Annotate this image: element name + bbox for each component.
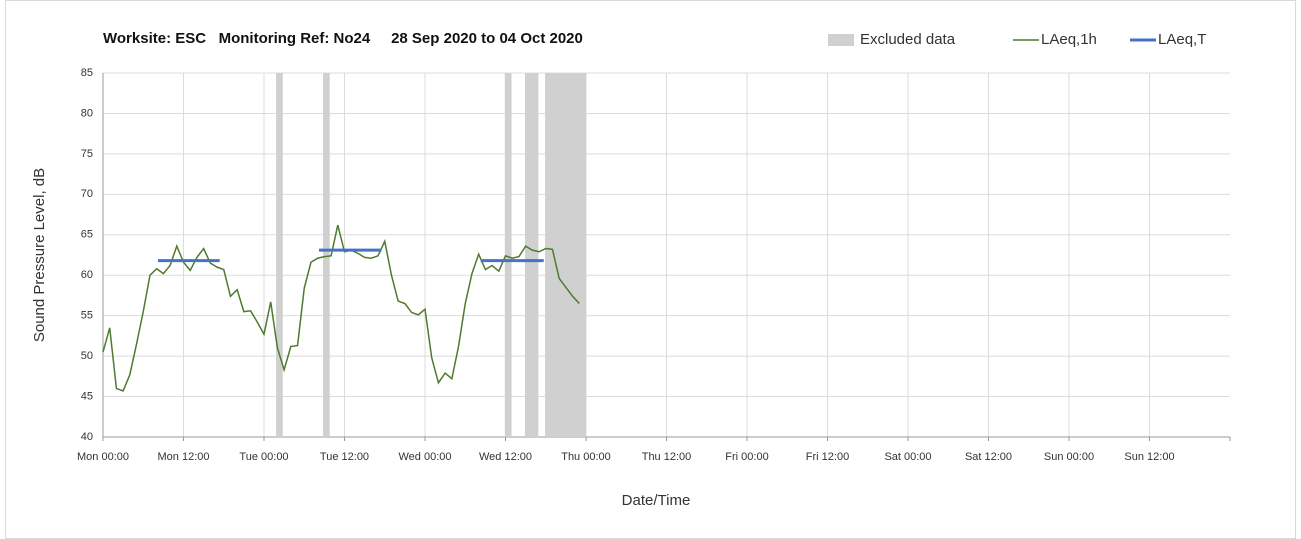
x-tick-label: Thu 12:00 xyxy=(642,451,692,463)
x-tick-label: Wed 00:00 xyxy=(398,451,451,463)
y-tick-label: 50 xyxy=(81,350,93,362)
x-tick-label: Fri 00:00 xyxy=(725,451,768,463)
x-tick-label: Fri 12:00 xyxy=(806,451,849,463)
x-tick-label: Mon 00:00 xyxy=(77,451,129,463)
x-tick-label: Wed 12:00 xyxy=(479,451,532,463)
y-tick-label: 40 xyxy=(81,431,93,443)
x-tick-label: Mon 12:00 xyxy=(158,451,210,463)
chart-title: Worksite: ESC Monitoring Ref: No24 28 Se… xyxy=(103,30,583,47)
y-tick-label: 55 xyxy=(81,310,93,322)
x-tick-label: Sun 12:00 xyxy=(1124,451,1174,463)
legend-label: Excluded data xyxy=(860,31,956,48)
excluded-band xyxy=(323,73,330,437)
y-tick-label: 60 xyxy=(81,269,93,281)
excluded-band xyxy=(276,73,283,437)
y-tick-label: 70 xyxy=(81,188,93,200)
excluded-band xyxy=(524,73,539,437)
y-tick-label: 75 xyxy=(81,148,93,160)
y-axis-title: Sound Pressure Level, dB xyxy=(31,168,48,342)
y-tick-label: 80 xyxy=(81,107,93,119)
y-tick-label: 85 xyxy=(81,67,93,79)
x-tick-label: Thu 00:00 xyxy=(561,451,611,463)
x-tick-label: Sat 00:00 xyxy=(884,451,931,463)
legend-label: LAeq,T xyxy=(1158,31,1206,48)
x-tick-label: Tue 12:00 xyxy=(320,451,369,463)
y-tick-label: 45 xyxy=(81,390,93,402)
x-tick-label: Tue 00:00 xyxy=(239,451,288,463)
excluded-band xyxy=(545,73,586,437)
legend-label: LAeq,1h xyxy=(1041,31,1097,48)
x-axis-title: Date/Time xyxy=(622,492,691,509)
excluded-band xyxy=(504,73,512,437)
legend-swatch xyxy=(828,34,854,46)
x-tick-label: Sat 12:00 xyxy=(965,451,1012,463)
chart-frame xyxy=(5,0,1296,539)
y-tick-label: 65 xyxy=(81,229,93,241)
x-tick-label: Sun 00:00 xyxy=(1044,451,1094,463)
